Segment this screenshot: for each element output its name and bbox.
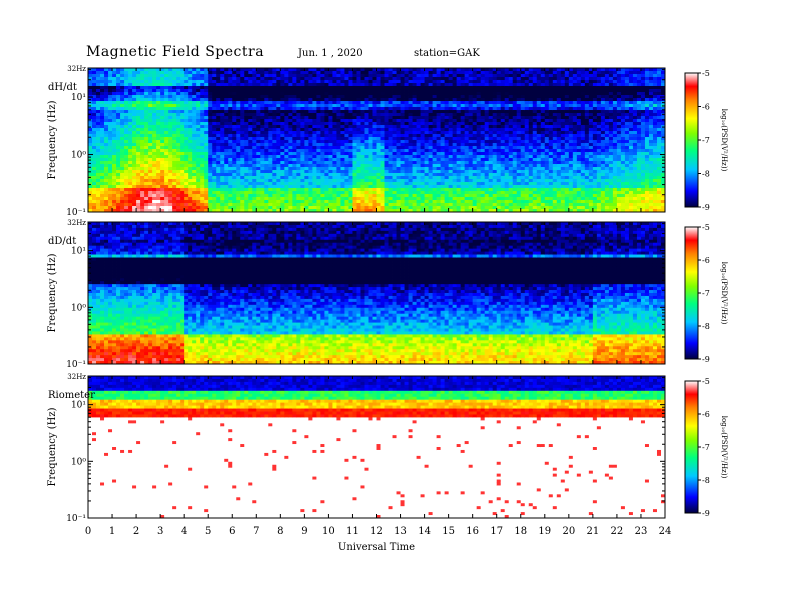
x-tick-label: 18 — [514, 526, 527, 537]
x-tick-label: 8 — [277, 526, 283, 537]
x-tick-label: 10 — [322, 526, 335, 537]
colorbar-tick-label: -7 — [702, 289, 710, 298]
colorbar-label: log₁₀(PSD(V²/Hz)) — [720, 109, 728, 172]
chart-date: Jun. 1 , 2020 — [298, 48, 363, 59]
y-axis-label: Frequency (Hz) — [47, 253, 58, 332]
y-tick-label: 10¹ — [71, 401, 86, 411]
x-tick-label: 21 — [587, 526, 600, 537]
colorbar-label: log₁₀(PSD(V²/Hz)) — [720, 416, 728, 479]
panel-label: dH/dt — [48, 82, 77, 93]
x-tick-label: 11 — [346, 526, 359, 537]
colorbar-tick-label: -7 — [702, 443, 710, 452]
y-tick-label: 10¹ — [71, 93, 86, 103]
y-tick-label: 32Hz — [67, 219, 86, 227]
x-tick-label: 5 — [205, 526, 211, 537]
colorbar-tick-label: -6 — [702, 256, 710, 265]
y-tick-label: 10⁰ — [71, 303, 86, 313]
colorbar-tick-label: -9 — [702, 355, 710, 364]
spectrogram-panel-2: 10⁻¹ 10⁰ 10¹ 32Hz dD/dt Frequency (Hz) -5 -6 -7 -… — [47, 219, 728, 370]
x-axis-label: Universal Time — [338, 542, 415, 553]
colorbar-tick-label: -8 — [702, 170, 710, 179]
x-tick-label: 24 — [659, 526, 672, 537]
colorbar-tick-label: -8 — [702, 322, 710, 331]
colorbar — [684, 72, 699, 208]
x-tick-label: 13 — [394, 526, 407, 537]
y-tick-label: 10¹ — [71, 247, 86, 257]
colorbar-tick-label: -7 — [702, 136, 710, 145]
x-tick-label: 19 — [538, 526, 551, 537]
x-tick-label: 1 — [109, 526, 115, 537]
x-tick-label: 16 — [466, 526, 479, 537]
colorbar-label: log₁₀(PSD(V²/Hz)) — [720, 262, 728, 325]
x-tick-label: 4 — [181, 526, 187, 537]
x-tick-label: 23 — [635, 526, 648, 537]
chart-title: Magnetic Field Spectra — [86, 44, 264, 60]
colorbar — [684, 380, 699, 514]
spectrogram-panel-1: 10⁻¹ 10⁰ 10¹ 32Hz dH/dt Frequency (Hz) -5 -6 -7 -… — [47, 65, 728, 218]
colorbar-tick-label: -5 — [702, 69, 710, 78]
x-tick-label: 6 — [229, 526, 235, 537]
y-tick-label: 32Hz — [67, 373, 86, 381]
x-tick-label: 15 — [442, 526, 455, 537]
y-tick-label: 10⁻¹ — [66, 208, 86, 218]
y-tick-label: 10⁻¹ — [66, 514, 86, 524]
colorbar-tick-label: -5 — [702, 223, 710, 232]
y-tick-label: 10⁰ — [71, 151, 86, 161]
x-tick-label: 22 — [611, 526, 624, 537]
x-tick-label: 20 — [562, 526, 575, 537]
y-axis-label: Frequency (Hz) — [47, 407, 58, 486]
x-tick-label: 17 — [490, 526, 503, 537]
x-tick-label: 2 — [133, 526, 139, 537]
y-tick-label: 10⁻¹ — [66, 360, 86, 370]
y-tick-label: 10⁰ — [71, 457, 86, 467]
x-tick-label: 3 — [157, 526, 163, 537]
y-axis-label: Frequency (Hz) — [47, 100, 58, 179]
colorbar-tick-label: -9 — [702, 509, 710, 518]
colorbar — [684, 226, 699, 360]
y-tick-label: 32Hz — [67, 65, 86, 73]
x-tick-label: 14 — [418, 526, 431, 537]
panel-label: dD/dt — [48, 236, 76, 247]
station-label: station=GAK — [414, 48, 480, 59]
x-tick-label: 9 — [301, 526, 307, 537]
spectrogram-panel-3: 10⁻¹ 10⁰ 10¹ 32Hz Riometer Frequency (Hz) -5 -6… — [47, 373, 728, 524]
colorbar-tick-label: -8 — [702, 476, 710, 485]
panel-label: Riometer — [48, 390, 95, 401]
colorbar-tick-label: -5 — [702, 377, 710, 386]
colorbar-tick-label: -6 — [702, 410, 710, 419]
colorbar-tick-label: -9 — [702, 203, 710, 212]
x-tick-label: 7 — [253, 526, 259, 537]
colorbar-tick-label: -6 — [702, 103, 710, 112]
x-tick-label: 0 — [85, 526, 91, 537]
x-tick-label: 12 — [370, 526, 383, 537]
